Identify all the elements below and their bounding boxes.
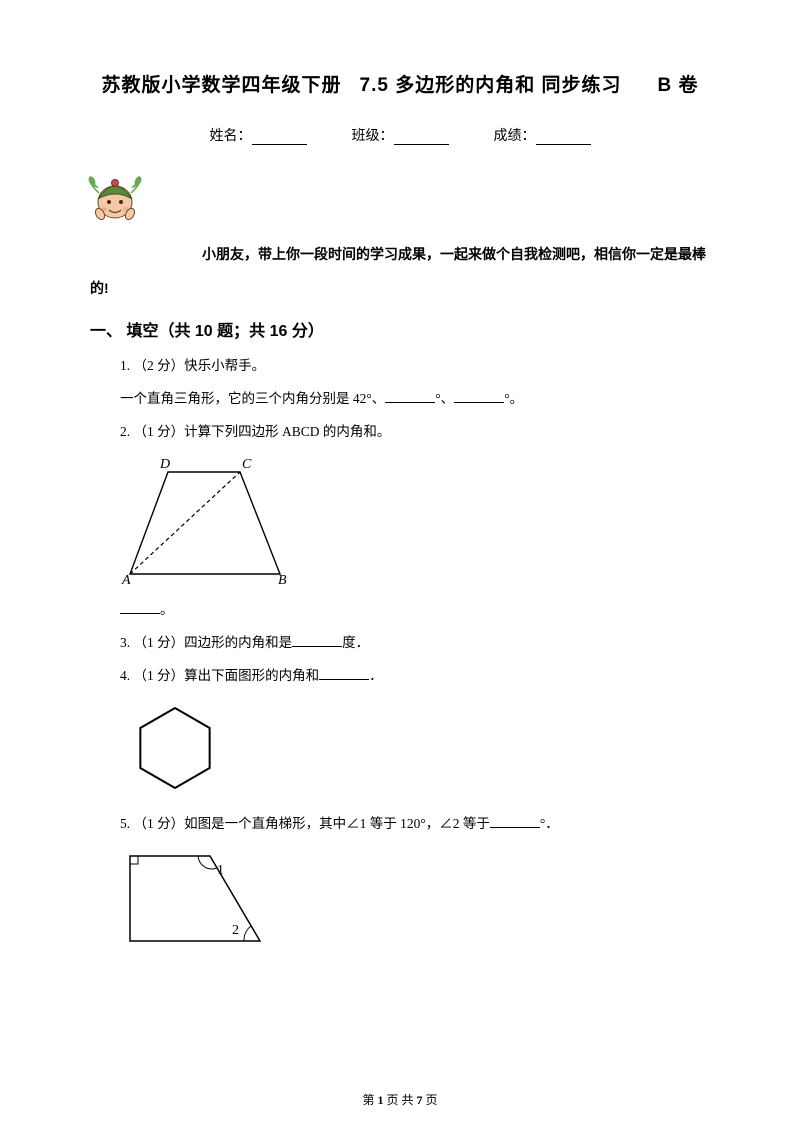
q2-figure: A B C D xyxy=(120,454,710,589)
label-score: 成绩： xyxy=(494,129,536,144)
q3: 3. （1 分）四边形的内角和是 度． xyxy=(120,632,710,655)
blank-name[interactable] xyxy=(252,144,307,145)
intro-text: 小朋友，带上你一段时间的学习成果，一起来做个自我检测吧，相信你一定是最棒 的! xyxy=(90,238,710,305)
q5-a: 5. （1 分）如图是一个直角梯形，其中∠1 等于 120°，∠2 等于 xyxy=(120,816,490,831)
q5-blank[interactable] xyxy=(490,814,540,828)
q5: 5. （1 分）如图是一个直角梯形，其中∠1 等于 120°，∠2 等于 °． xyxy=(120,813,710,836)
q5-figure: 12 xyxy=(120,846,710,961)
q1-head: 1. （2 分）快乐小帮手。 xyxy=(120,355,710,378)
q3-b: 度． xyxy=(342,635,369,650)
svg-text:B: B xyxy=(278,573,287,584)
svg-text:C: C xyxy=(242,457,252,472)
svg-text:2: 2 xyxy=(232,923,239,938)
q4-b: ． xyxy=(369,668,383,683)
page-footer: 第 1 页 共 7 页 xyxy=(0,1091,800,1108)
title-b: 7.5 多边形的内角和 同步练习 xyxy=(360,75,622,96)
mascot-icon xyxy=(86,167,144,232)
blank-class[interactable] xyxy=(394,144,449,145)
q3-blank[interactable] xyxy=(292,633,342,647)
svg-text:1: 1 xyxy=(217,863,224,878)
footer-b: 页 共 xyxy=(383,1093,416,1107)
q3-a: 3. （1 分）四边形的内角和是 xyxy=(120,635,292,650)
q1-text-c: °。 xyxy=(504,391,523,406)
intro-line2: 的! xyxy=(90,280,109,296)
q1-blank2[interactable] xyxy=(454,389,504,403)
label-class: 班级： xyxy=(352,129,394,144)
svg-text:A: A xyxy=(121,573,131,584)
title-a: 苏教版小学数学四年级下册 xyxy=(101,75,341,96)
q1-body: 一个直角三角形，它的三个内角分别是 42°、 °、 °。 xyxy=(120,388,710,411)
q1-text-b: °、 xyxy=(435,391,454,406)
q2-deg: 。 xyxy=(160,602,174,617)
q2-blank[interactable] xyxy=(120,600,160,614)
q4: 4. （1 分）算出下面图形的内角和 ． xyxy=(120,665,710,688)
mascot-row xyxy=(90,167,710,232)
q1-blank1[interactable] xyxy=(385,389,435,403)
intro-line1: 小朋友，带上你一段时间的学习成果，一起来做个自我检测吧，相信你一定是最棒 xyxy=(202,246,706,262)
q4-a: 4. （1 分）算出下面图形的内角和 xyxy=(120,668,319,683)
label-name: 姓名： xyxy=(210,129,252,144)
footer-a: 第 xyxy=(362,1093,377,1107)
q2-head: 2. （1 分）计算下列四边形 ABCD 的内角和。 xyxy=(120,421,710,444)
blank-score[interactable] xyxy=(536,144,591,145)
title-c: B 卷 xyxy=(657,75,698,96)
page-title: 苏教版小学数学四年级下册 7.5 多边形的内角和 同步练习 B 卷 xyxy=(90,70,710,97)
q1-text-a: 一个直角三角形，它的三个内角分别是 42°、 xyxy=(120,391,385,406)
svg-text:D: D xyxy=(159,457,170,472)
q5-b: °． xyxy=(540,816,559,831)
footer-c: 页 xyxy=(423,1093,438,1107)
q4-figure xyxy=(120,698,710,803)
student-info-line: 姓名： 班级： 成绩： xyxy=(90,125,710,145)
q4-blank[interactable] xyxy=(319,666,369,680)
section-heading: 一、 填空（共 10 题；共 16 分） xyxy=(90,317,710,341)
q2-answer: 。 xyxy=(120,599,710,622)
